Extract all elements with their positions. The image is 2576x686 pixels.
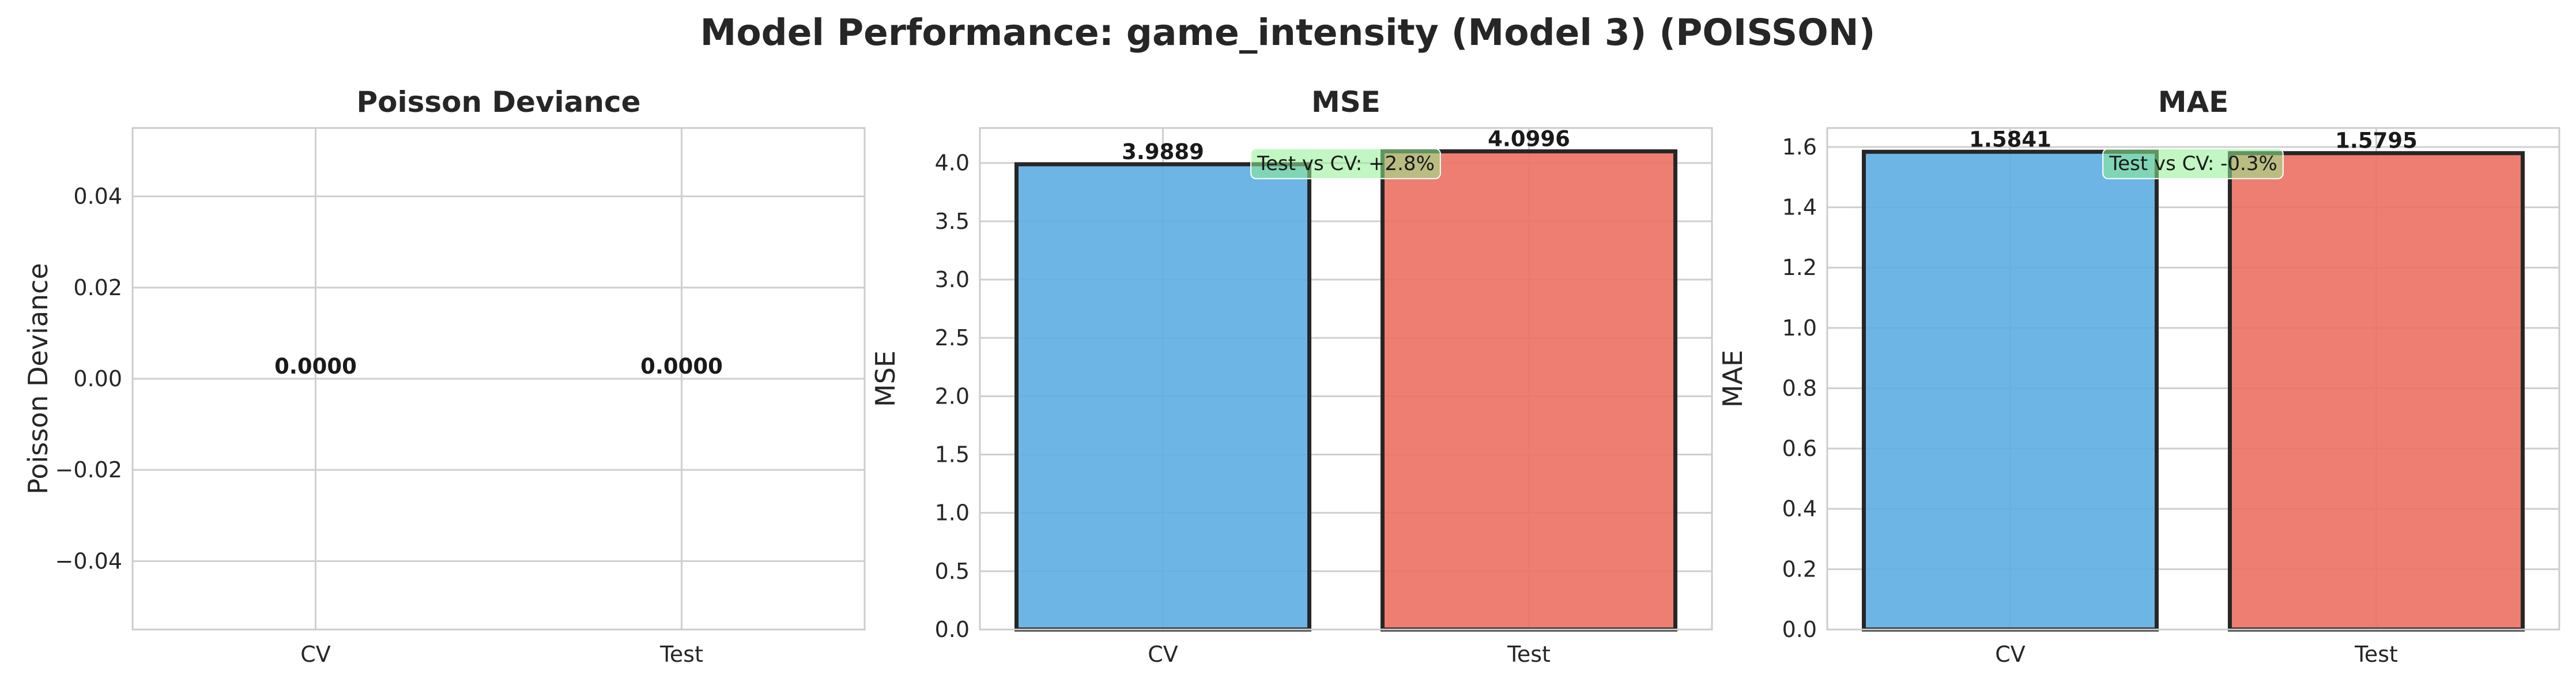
- x-tick-label: Test: [1507, 642, 1551, 667]
- comparison-annotation: Test vs CV: -0.3%: [2102, 148, 2284, 179]
- y-tick-label: 2.5: [935, 325, 970, 350]
- comparison-annotation: Test vs CV: +2.8%: [1250, 148, 1441, 179]
- annotation-box: [2102, 148, 2284, 179]
- y-tick-label: 0.5: [935, 559, 970, 584]
- subplot-title: MSE: [1311, 85, 1381, 119]
- subplot-title: MAE: [2158, 85, 2229, 119]
- bar-value-label: 4.0996: [1488, 127, 1570, 152]
- y-tick-label: 0.0: [1782, 617, 1817, 642]
- y-tick-label: 3.0: [935, 267, 970, 292]
- bar-cv: [1862, 149, 2159, 632]
- plot-frame: [979, 127, 1713, 631]
- y-tick-label: 0.4: [1782, 496, 1817, 522]
- y-tick-label: 0.0: [935, 617, 970, 642]
- plot-frame: [1826, 127, 2560, 631]
- bar-test: [2228, 151, 2525, 632]
- bar-value-label: 1.5795: [2335, 129, 2417, 153]
- x-tick-label: CV: [1148, 642, 1178, 667]
- y-tick-label: 1.2: [1782, 255, 1817, 280]
- y-tick-label: 0.02: [73, 275, 122, 300]
- y-tick-label: 1.4: [1782, 195, 1817, 220]
- subplot-2: 0.0 0.5 1.0 1.5 2.0 2.5 3.0 3.5 4.0 3.9889 4.0996 C…: [870, 85, 1713, 667]
- annotation-box: [1250, 148, 1441, 179]
- y-tick-label: 4.0: [935, 150, 970, 176]
- y-axis-label: MSE: [870, 350, 901, 407]
- bar-value-label: 0.0000: [274, 354, 357, 379]
- x-tick-label: CV: [1995, 642, 2026, 667]
- y-tick-label: 2.0: [935, 383, 970, 409]
- y-tick-label: −0.02: [55, 457, 122, 483]
- x-tick-label: Test: [659, 642, 703, 667]
- x-tick-label: CV: [300, 642, 331, 667]
- y-tick-label: 0.04: [73, 184, 122, 209]
- x-tick-label: Test: [2354, 642, 2398, 667]
- y-tick-label: 0.2: [1782, 556, 1817, 582]
- y-tick-label: 1.5: [935, 442, 970, 468]
- y-tick-label: −0.04: [55, 548, 122, 574]
- plot-frame: [131, 127, 866, 631]
- y-tick-label: 0.8: [1782, 375, 1817, 401]
- subplot-title: Poisson Deviance: [356, 85, 640, 119]
- annotation-text: Test vs CV: +2.8%: [1257, 152, 1435, 175]
- bar-value-label: 3.9889: [1122, 140, 1204, 164]
- figure-title: Model Performance: game_intensity (Model…: [700, 12, 1876, 54]
- subplot-1: −0.04 −0.02 0.00 0.02 0.04 0.0000 0.0000 CV Test…: [22, 85, 866, 667]
- bar-test: [1381, 149, 1677, 632]
- y-axis-label: MAE: [1717, 350, 1748, 408]
- bar-value-label: 1.5841: [1969, 127, 2051, 152]
- y-tick-label: 0.00: [73, 366, 122, 391]
- bar-cv: [1014, 162, 1311, 632]
- y-tick-label: 3.5: [935, 209, 970, 234]
- subplot-3: 0.0 0.2 0.4 0.6 0.8 1.0 1.2 1.4 1.6 1.5841 1.5795 C…: [1717, 85, 2560, 667]
- y-tick-label: 1.0: [1782, 315, 1817, 341]
- y-tick-label: 0.6: [1782, 436, 1817, 461]
- subplots: −0.04 −0.02 0.00 0.02 0.04 0.0000 0.0000 CV Test…: [22, 85, 2560, 667]
- bar-value-label: 0.0000: [640, 354, 723, 379]
- y-axis-label: Poisson Deviance: [22, 263, 54, 495]
- annotation-text: Test vs CV: -0.3%: [2109, 152, 2277, 175]
- y-tick-label: 1.6: [1782, 134, 1817, 160]
- y-tick-label: 1.0: [935, 500, 970, 526]
